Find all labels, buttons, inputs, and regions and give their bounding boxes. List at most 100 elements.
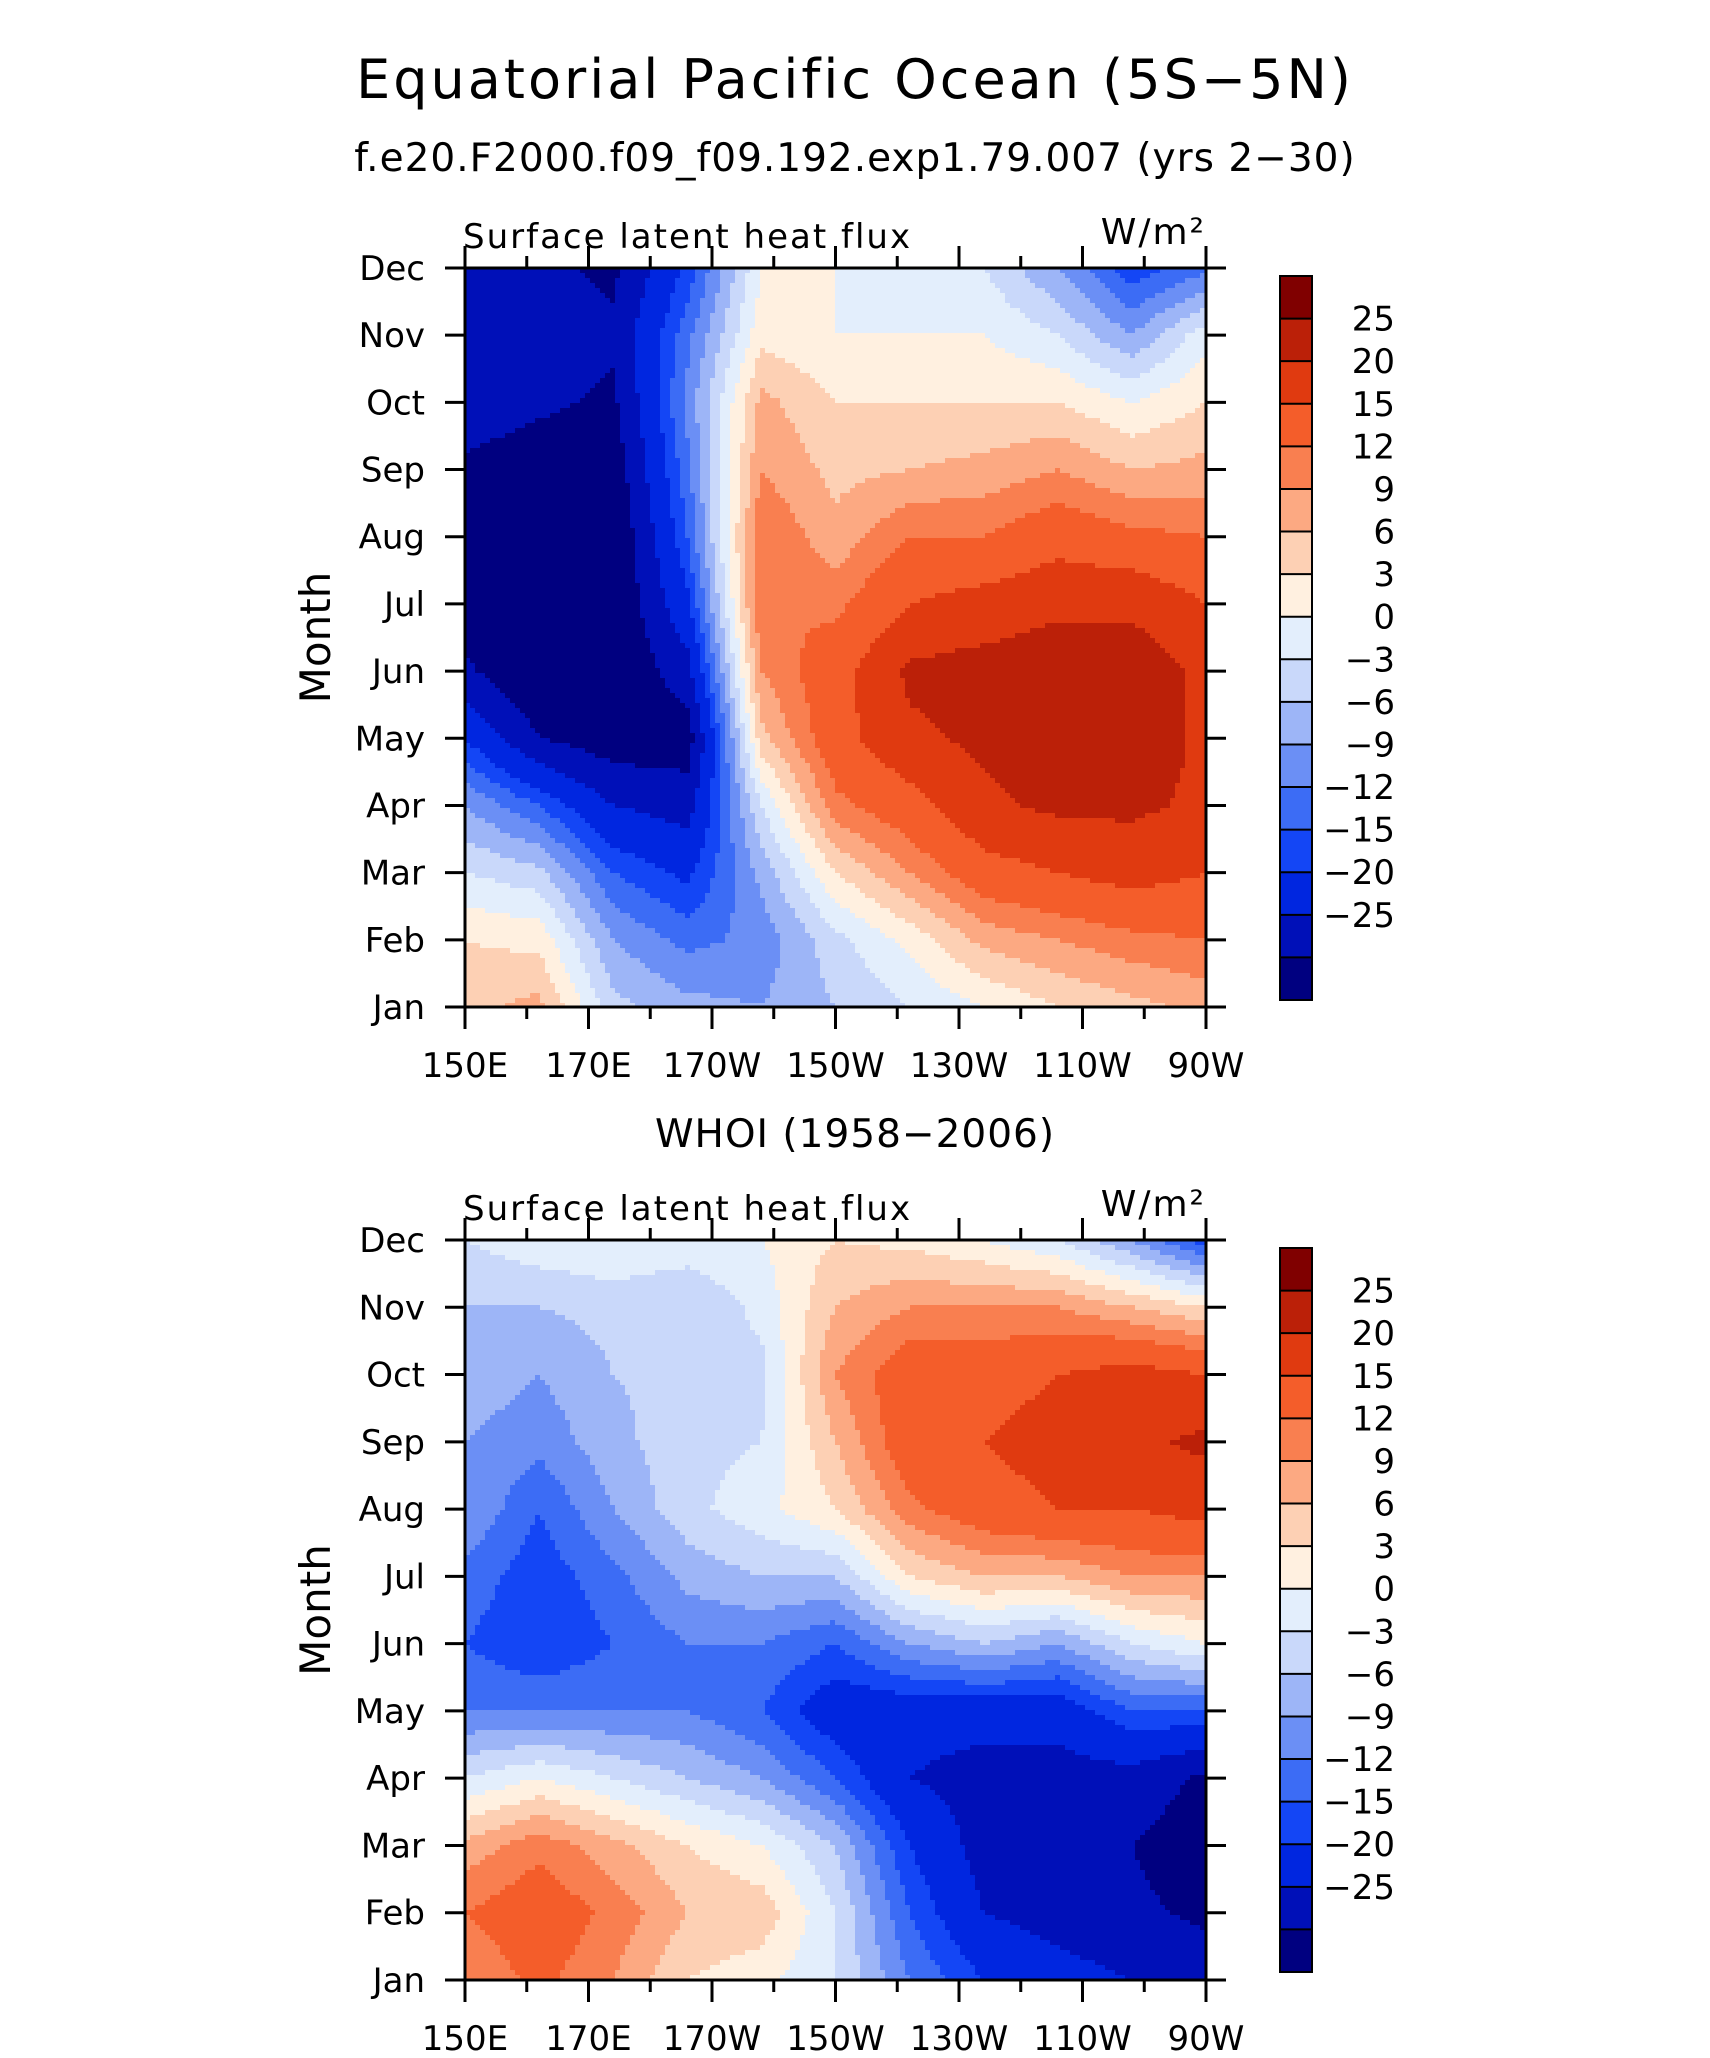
heatmap-cell	[825, 288, 831, 294]
heatmap-cell	[850, 288, 856, 294]
heatmap-cell	[485, 298, 491, 304]
heatmap-cell	[900, 318, 906, 324]
heatmap-cell	[620, 353, 626, 359]
heatmap-cell	[555, 313, 561, 319]
heatmap-cell	[1135, 343, 1141, 349]
heatmap-cell	[650, 303, 656, 309]
heatmap-cell	[675, 298, 681, 304]
heatmap-cell	[790, 348, 796, 354]
heatmap-cell	[565, 303, 571, 309]
heatmap-cell	[1095, 353, 1101, 359]
heatmap-cell	[530, 353, 536, 359]
heatmap-cell	[935, 283, 941, 289]
heatmap-cell	[1015, 278, 1021, 284]
heatmap-cell	[530, 288, 536, 294]
heatmap-cell	[1095, 273, 1101, 279]
heatmap-cell	[700, 283, 706, 289]
heatmap-cell	[580, 333, 586, 339]
heatmap-cell	[785, 328, 791, 334]
heatmap-cell	[920, 298, 926, 304]
heatmap-cell	[1155, 338, 1161, 344]
heatmap-cell	[920, 333, 926, 339]
heatmap-cell	[570, 318, 576, 324]
heatmap-cell	[850, 278, 856, 284]
heatmap-cell	[1190, 308, 1196, 314]
heatmap-cell	[990, 308, 996, 314]
heatmap-cell	[540, 348, 546, 354]
heatmap-cell	[1195, 308, 1201, 314]
heatmap-cell	[1025, 288, 1031, 294]
heatmap-cell	[785, 308, 791, 314]
heatmap-cell	[545, 293, 551, 299]
heatmap-cell	[1160, 343, 1166, 349]
heatmap-cell	[705, 343, 711, 349]
heatmap-cell	[725, 313, 731, 319]
heatmap-cell	[1150, 293, 1156, 299]
heatmap-cell	[835, 353, 841, 359]
heatmap-cell	[685, 323, 691, 329]
heatmap-cell	[700, 288, 706, 294]
heatmap-cell	[760, 308, 766, 314]
heatmap-cell	[625, 333, 631, 339]
heatmap-cell	[880, 303, 886, 309]
heatmap-cell	[865, 348, 871, 354]
heatmap-cell	[860, 348, 866, 354]
heatmap-cell	[530, 318, 536, 324]
heatmap-cell	[575, 313, 581, 319]
heatmap-cell	[515, 323, 521, 329]
heatmap-cell	[640, 338, 646, 344]
heatmap-cell	[770, 298, 776, 304]
heatmap-cell	[720, 313, 726, 319]
heatmap-cell	[745, 283, 751, 289]
heatmap-cell	[930, 343, 936, 349]
heatmap-cell	[910, 328, 916, 334]
heatmap-cell	[920, 283, 926, 289]
heatmap-cell	[1000, 328, 1006, 334]
heatmap-cell	[1105, 343, 1111, 349]
heatmap-cell	[565, 348, 571, 354]
heatmap-cell	[700, 338, 706, 344]
heatmap-cell	[1135, 328, 1141, 334]
heatmap-cell	[920, 348, 926, 354]
heatmap-cell	[1050, 323, 1056, 329]
heatmap-cell	[580, 323, 586, 329]
heatmap-cell	[1025, 293, 1031, 299]
heatmap-cell	[670, 318, 676, 324]
heatmap-cell	[1185, 343, 1191, 349]
heatmap-cell	[995, 278, 1001, 284]
heatmap-cell	[1000, 273, 1006, 279]
heatmap-cell	[1155, 298, 1161, 304]
heatmap-cell	[595, 343, 601, 349]
heatmap-cell	[1155, 288, 1161, 294]
heatmap-cell	[860, 323, 866, 329]
heatmap-cell	[1035, 293, 1041, 299]
heatmap-cell	[910, 343, 916, 349]
heatmap-cell	[575, 333, 581, 339]
heatmap-cell	[975, 278, 981, 284]
heatmap-cell	[710, 358, 716, 364]
heatmap-cell	[880, 313, 886, 319]
heatmap-cell	[845, 273, 851, 279]
heatmap-cell	[805, 308, 811, 314]
heatmap-cell	[495, 348, 501, 354]
heatmap-cell	[825, 303, 831, 309]
heatmap-cell	[1155, 353, 1161, 359]
heatmap-cell	[665, 273, 671, 279]
heatmap-cell	[745, 308, 751, 314]
heatmap-cell	[850, 293, 856, 299]
heatmap-cell	[710, 293, 716, 299]
heatmap-cell	[545, 348, 551, 354]
heatmap-cell	[610, 353, 616, 359]
heatmap-cell	[1125, 298, 1131, 304]
heatmap-cell	[580, 293, 586, 299]
heatmap-cell	[845, 313, 851, 319]
heatmap-cell	[570, 323, 576, 329]
heatmap-cell	[1075, 283, 1081, 289]
heatmap-cell	[650, 353, 656, 359]
heatmap-cell	[1095, 343, 1101, 349]
heatmap-cell	[720, 288, 726, 294]
heatmap-cell	[680, 278, 686, 284]
heatmap-cell	[495, 293, 501, 299]
heatmap-cell	[885, 298, 891, 304]
heatmap-cell	[790, 328, 796, 334]
